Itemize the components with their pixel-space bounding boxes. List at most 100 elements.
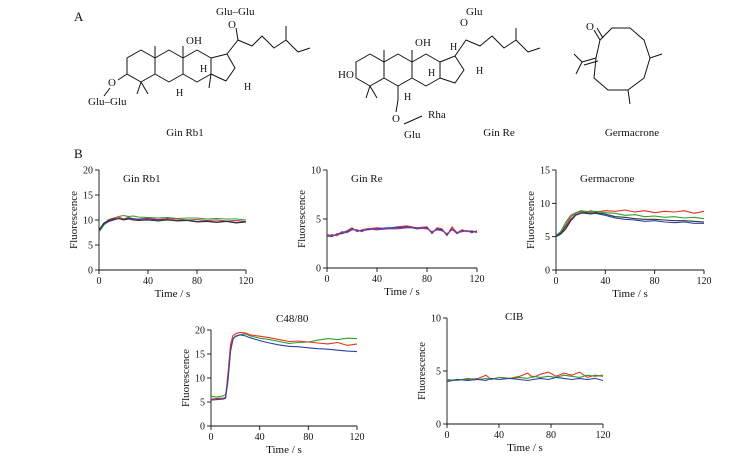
gin-re-glu-bottom-label: Glu [404,129,421,141]
chart-cib-y-label: Fluorescence [416,342,428,400]
chart-germacrone-x-tick-label: 120 [697,276,712,287]
chart-cib-title: CIB [505,311,523,323]
germacrone-name: Germacrone [605,127,659,139]
chart-gin-re-x-tick-label: 0 [325,274,330,285]
charts: 0 40 80 120 0 5 10 15 20 Gin Rb1 Time / s Fluoresce… [68,166,712,457]
chart-c48-80-x-tick-label: 80 [303,432,313,443]
gin-rb1-ring-c [182,49,212,83]
chart-gin-rb1-y-label: Fluorescence [68,191,80,249]
chart-gin-rb1-x-tick-label: 0 [97,276,102,287]
germacrone-carbonyl [593,27,604,41]
chart-cib-x-tick-label: 40 [494,430,504,441]
gin-rb1-name: Gin Rb1 [166,127,204,139]
chart-gin-rb1-y-tick-label: 10 [83,216,93,227]
gin-re-h1-label: H [450,42,457,53]
chart-c48-80: 0 40 80 120 0 5 10 15 20 C48/80 Time / s Fluorescen… [180,313,365,456]
structure-germacrone: O Germacrone [573,21,663,139]
chart-cib-x-tick-label: 0 [445,430,450,441]
chart-c48-80-y-tick-label: 10 [195,374,205,385]
gin-re-bond-glu-rha [403,115,423,125]
chart-gin-rb1-x-tick-label: 80 [192,276,202,287]
chart-gin-rb1-y-tick-label: 5 [88,241,93,252]
chart-c48-80-y-tick-label: 20 [195,326,205,337]
chart-gin-re-series-blue [326,226,477,238]
gin-re-ho-label: HO [338,69,354,81]
gin-re-side-chain-end [515,28,541,53]
chart-germacrone-x-label: Time / s [612,288,648,300]
gin-re-ring-a [355,53,385,87]
gin-re-h4-label: H [476,66,483,77]
structure-gin-rb1: OH O Glu–Glu O Glu–Glu H H H Gin Rb1 [88,6,311,139]
chart-gin-rb1-title: Gin Rb1 [123,173,161,185]
chart-germacrone-y-tick-label: 0 [545,266,550,277]
gin-rb1-h2-label: H [176,88,183,99]
chart-germacrone-series-green [555,210,705,237]
gin-rb1-ring-b [154,49,184,83]
chart-gin-re-x-tick-label: 80 [422,274,432,285]
chart-germacrone: 0 40 80 120 0 5 10 15 Germacrone Time / s Fluoresc… [525,166,712,301]
chart-c48-80-title: C48/80 [276,313,309,325]
gin-rb1-h1-label: H [200,64,207,75]
chart-c48-80-x-tick-label: 120 [350,432,365,443]
chart-germacrone-title: Germacrone [580,173,634,185]
chart-gin-re-x-tick-label: 40 [372,274,382,285]
gin-rb1-glu-top-label: Glu–Glu [216,6,255,18]
gin-rb1-glu-left-label: Glu–Glu [88,96,127,108]
chart-cib-x-tick-label: 80 [546,430,556,441]
chart-cib-y-tick-label: 0 [436,420,441,431]
gin-re-h3-label: H [404,92,411,103]
gin-re-o-top-label: O [460,17,468,29]
chart-germacrone-series-red [555,209,705,238]
gin-rb1-bond-o-left [117,27,239,81]
gin-re-ring-b [383,53,413,87]
chart-germacrone-x-tick-label: 0 [554,276,559,287]
chart-gin-rb1-x-label: Time / s [155,288,191,300]
germacrone-o-label: O [586,21,594,33]
chart-germacrone-series-black [555,212,705,238]
gin-rb1-o-left-label: O [108,77,116,89]
chart-gin-rb1-series-blue [98,217,247,231]
gin-rb1-ring-d [210,53,236,82]
chart-gin-re-y-tick-label: 10 [311,166,321,177]
chart-gin-re-x-label: Time / s [384,286,420,298]
chart-c48-80-series-blue [210,334,358,401]
gin-re-h2-label: H [428,68,435,79]
chart-germacrone-x-tick-label: 80 [650,276,660,287]
chart-cib-x-label: Time / s [507,442,543,454]
chart-c48-80-y-tick-label: 5 [200,398,205,409]
chart-gin-rb1: 0 40 80 120 0 5 10 15 20 Gin Rb1 Time / s Fluoresce… [68,166,254,301]
chart-c48-80-y-tick-label: 15 [195,350,205,361]
structure-gin-re: HO OH O Glu O Glu Rha H H H H Gin Re [338,6,541,141]
chart-cib-y-tick-label: 10 [431,314,441,325]
gin-re-ring-c [411,53,441,87]
gin-rb1-oh-label: OH [186,35,202,47]
chart-gin-rb1-x-tick-label: 40 [143,276,153,287]
chart-c48-80-y-label: Fluorescence [180,349,192,407]
chart-gin-rb1-y-tick-label: 15 [83,191,93,202]
gin-rb1-h3-label: H [244,82,251,93]
chart-germacrone-y-tick-label: 10 [540,199,550,210]
chart-gin-rb1-x-tick-label: 120 [239,276,254,287]
chart-gin-rb1-y-tick-label: 20 [83,166,93,177]
chart-germacrone-series-blue [555,212,704,236]
germacrone-isopropylidene [573,53,599,75]
gin-rb1-ring-a [126,49,156,83]
gin-re-bond-o-bottom [395,86,399,113]
gin-re-rha-label: Rha [428,109,446,121]
chart-c48-80-x-tick-label: 40 [255,432,265,443]
chart-cib-x-tick-label: 120 [596,430,611,441]
chart-gin-re: 0 40 80 120 0 5 10 Gin Re Time / s Fluorescence [296,166,485,299]
gin-re-methyls [365,50,413,99]
chart-cib: 0 40 80 120 0 5 10 CIB Time / s Fluorescence [416,311,611,454]
chart-cib-y-tick-label: 5 [436,367,441,378]
chart-gin-re-title: Gin Re [351,173,383,185]
chart-cib-series-red [446,371,604,382]
chart-germacrone-x-tick-label: 40 [600,276,610,287]
chart-gin-rb1-series-red [98,216,247,232]
germacrone-methyls [627,53,663,105]
chart-gin-re-x-tick-label: 120 [470,274,485,285]
gin-re-name: Gin Re [483,127,515,139]
chart-c48-80-x-label: Time / s [266,444,302,456]
chart-gin-re-series-purple [326,227,478,237]
